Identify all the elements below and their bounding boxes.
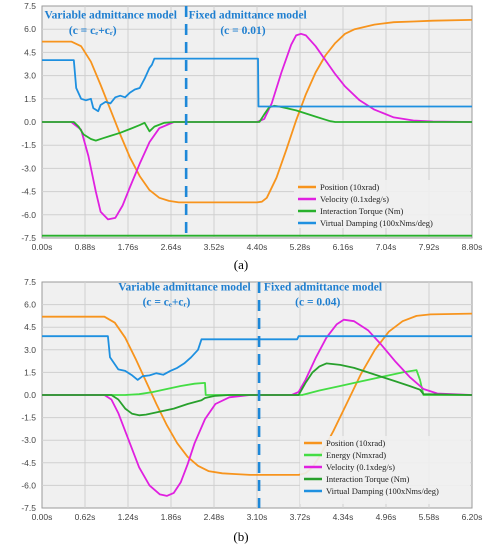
series-line-position xyxy=(42,312,473,476)
x-tick-label: 8.80s xyxy=(462,242,483,252)
y-tick-labels-a: 7.5 6.0 4.5 3.0 1.5 0.0 -1.5 -3.0 -4.5 -6.0 -7.5 xyxy=(21,1,36,243)
x-tick-label: 3.10s xyxy=(247,512,268,522)
y-tick-label: -6.0 xyxy=(21,210,36,220)
x-tick-label: 1.24s xyxy=(118,512,139,522)
x-tick-label: 4.96s xyxy=(376,512,397,522)
series-line-velocity xyxy=(42,318,473,497)
y-tick-label: -1.5 xyxy=(21,413,36,423)
x-tick-label: 0.88s xyxy=(75,242,96,252)
series-line-virtual-damping xyxy=(42,57,472,113)
x-tick-labels-a: 0.00s 0.88s 1.76s 2.64s 3.52s 4.40s 5.28s 6.16s… xyxy=(32,242,483,252)
y-tick-label: 7.5 xyxy=(24,277,36,287)
annotation-fixed-model-b: Fixed admittance model xyxy=(264,281,382,293)
annotation-fixed-value-b: (c = 0.04) xyxy=(295,296,340,308)
y-tick-label: -7.5 xyxy=(21,233,36,243)
y-tick-label: 0.0 xyxy=(24,117,36,127)
y-tick-label: 4.5 xyxy=(24,47,36,57)
legend-label-energy-b: Energy (Nmxrad) xyxy=(326,450,386,460)
y-tick-label: -3.0 xyxy=(21,435,36,445)
x-tick-label: 2.64s xyxy=(161,242,182,252)
chart-panel-b: 7.5 6.0 4.5 3.0 1.5 0.0 -1.5 -3.0 -4.5 -6.0 -7.5 0… xyxy=(21,277,482,544)
x-tick-label: 1.76s xyxy=(118,242,139,252)
y-tick-label: 6.0 xyxy=(24,300,36,310)
x-tick-label: 0.00s xyxy=(32,512,53,522)
y-tick-label: 0.0 xyxy=(24,390,36,400)
series-line-virtual-damping xyxy=(42,335,472,381)
series-line-position xyxy=(42,19,473,204)
legend-label-position-a: Position (10xrad) xyxy=(320,182,379,192)
x-tick-label: 2.48s xyxy=(204,512,225,522)
x-tick-label: 6.20s xyxy=(462,512,483,522)
chart-panel-a: 7.5 6.0 4.5 3.0 1.5 0.0 -1.5 -3.0 -4.5 -6.0 -7.5 0… xyxy=(21,1,482,272)
legend-label-damping-b: Virtual Damping (100xNms/deg) xyxy=(326,486,439,496)
x-tick-label: 1.86s xyxy=(161,512,182,522)
annotation-variable-model-b: Variable admittance model xyxy=(118,281,250,293)
y-tick-label: -6.0 xyxy=(21,480,36,490)
y-tick-label: -4.5 xyxy=(21,187,36,197)
annotation-variable-formula-b: (c = cₑ+cᵣ) xyxy=(143,296,191,308)
series-lines-b xyxy=(42,312,473,497)
series-line-interaction-torque xyxy=(42,362,473,417)
x-tick-label: 7.92s xyxy=(419,242,440,252)
x-tick-labels-b: 0.00s 0.62s 1.24s 1.86s 2.48s 3.10s 3.72s 4.34s… xyxy=(32,512,483,522)
y-tick-label: 1.5 xyxy=(24,94,36,104)
x-tick-label: 0.00s xyxy=(32,242,53,252)
y-tick-label: 3.0 xyxy=(24,345,36,355)
x-tick-label: 3.72s xyxy=(290,512,311,522)
legend-label-torque-b: Interaction Torque (Nm) xyxy=(326,474,409,484)
y-tick-label: 4.5 xyxy=(24,322,36,332)
x-tick-label: 6.16s xyxy=(333,242,354,252)
y-tick-label: 1.5 xyxy=(24,367,36,377)
annotation-fixed-model-a: Fixed admittance model xyxy=(189,9,307,21)
legend-label-torque-a: Interaction Torque (Nm) xyxy=(320,206,403,216)
x-tick-label: 3.52s xyxy=(204,242,225,252)
legend-a: Position (10xrad) Velocity (0.1xdeg/s) I… xyxy=(294,180,470,228)
y-tick-label: 3.0 xyxy=(24,71,36,81)
x-tick-label: 0.62s xyxy=(75,512,96,522)
x-tick-label: 5.28s xyxy=(290,242,311,252)
x-tick-label: 5.58s xyxy=(419,512,440,522)
grid-b xyxy=(42,282,472,508)
annotation-variable-formula-a: (c = cₑ+cᵣ) xyxy=(69,25,117,37)
legend-label-velocity-b: Velocity (0.1xdeg/s) xyxy=(326,462,395,472)
legend-label-position-b: Position (10xrad) xyxy=(326,438,385,448)
legend-label-velocity-a: Velocity (0.1xdeg/s) xyxy=(320,194,389,204)
x-tick-label: 4.34s xyxy=(333,512,354,522)
legend-label-damping-a: Virtual Damping (100xNms/deg) xyxy=(320,218,433,228)
legend-box-b xyxy=(300,436,470,504)
legend-b: Position (10xrad) Energy (Nmxrad) Veloci… xyxy=(300,436,470,504)
y-tick-label: 6.0 xyxy=(24,24,36,34)
series-lines-a xyxy=(42,19,473,237)
x-tick-label: 7.04s xyxy=(376,242,397,252)
y-tick-label: -7.5 xyxy=(21,503,36,513)
y-tick-label: 7.5 xyxy=(24,1,36,11)
x-tick-label: 4.40s xyxy=(247,242,268,252)
annotation-variable-model-a: Variable admittance model xyxy=(44,9,176,21)
annotation-fixed-value-a: (c = 0.01) xyxy=(220,25,265,37)
legend-box-a xyxy=(294,180,470,228)
y-tick-labels-b: 7.5 6.0 4.5 3.0 1.5 0.0 -1.5 -3.0 -4.5 -6.0 -7.5 xyxy=(21,277,36,513)
y-tick-label: -4.5 xyxy=(21,458,36,468)
y-tick-label: -3.0 xyxy=(21,163,36,173)
y-tick-label: -1.5 xyxy=(21,140,36,150)
panel-label-a: (a) xyxy=(234,257,248,272)
series-line-interaction-torque xyxy=(42,104,472,142)
series-line-velocity xyxy=(42,32,473,221)
panel-label-b: (b) xyxy=(233,529,248,544)
